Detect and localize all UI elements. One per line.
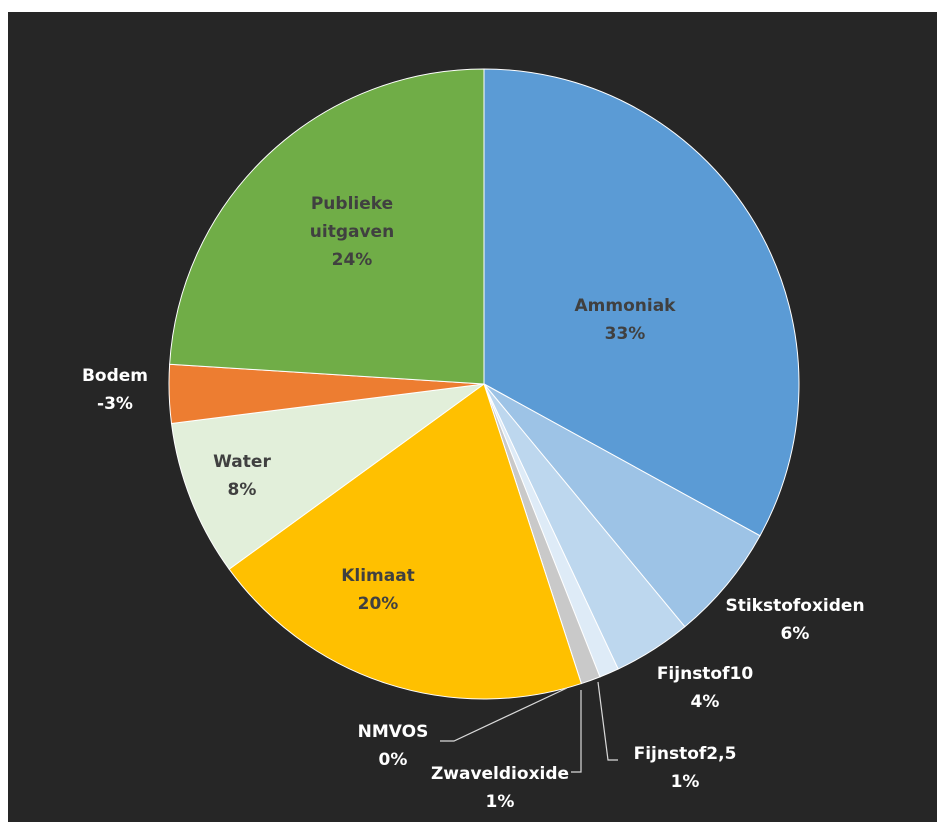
slice	[483, 383, 761, 628]
chart: Ammoniak 33% Stikstofoxiden 6% Fijnstof10 4% F…	[8, 12, 937, 822]
value-label: -3%	[97, 394, 133, 414]
category-label: Zwaveldioxide	[430, 764, 570, 784]
data-label: Zwaveldioxide 1%	[431, 760, 569, 816]
data-label: Publieke uitgaven 24%	[292, 190, 412, 274]
category-label: Ammoniak	[574, 296, 676, 316]
value-label: 0%	[378, 750, 408, 770]
leader-line	[571, 690, 582, 773]
data-label: Fijnstof10 4%	[657, 660, 753, 716]
pie-chart	[168, 68, 800, 773]
category-label: Water	[213, 452, 271, 472]
data-label: Stikstofoxiden 6%	[725, 592, 864, 648]
leader-lines	[440, 681, 618, 773]
value-label: 4%	[690, 692, 720, 712]
data-label: Water 8%	[213, 448, 271, 504]
slice	[170, 383, 485, 570]
value-label: 6%	[780, 624, 810, 644]
value-label: 1%	[485, 792, 515, 812]
data-label: Bodem -3%	[82, 362, 148, 418]
slice	[169, 68, 485, 385]
category-label: Fijnstof2,5	[633, 744, 737, 764]
data-label: NMVOS 0%	[358, 718, 429, 774]
leader-line	[440, 687, 568, 742]
data-label: Klimaat 20%	[341, 562, 415, 618]
category-label: Klimaat	[341, 566, 415, 586]
category-label: NMVOS	[357, 722, 429, 742]
data-label: Ammoniak 33%	[575, 292, 676, 348]
value-label: 33%	[604, 324, 646, 344]
slice	[483, 68, 800, 537]
value-label: 20%	[357, 594, 399, 614]
value-label: 8%	[227, 480, 257, 500]
slices	[168, 68, 800, 700]
value-label: 24%	[331, 250, 373, 270]
value-label: 1%	[670, 772, 700, 792]
slice	[228, 383, 582, 700]
data-label: Fijnstof2,5 1%	[634, 740, 737, 796]
category-label: Fijnstof10	[656, 664, 754, 684]
category-label: Bodem	[81, 366, 149, 386]
category-label: Publieke uitgaven	[309, 194, 395, 242]
leader-line	[597, 681, 618, 761]
category-label: Stikstofoxiden	[725, 596, 865, 616]
